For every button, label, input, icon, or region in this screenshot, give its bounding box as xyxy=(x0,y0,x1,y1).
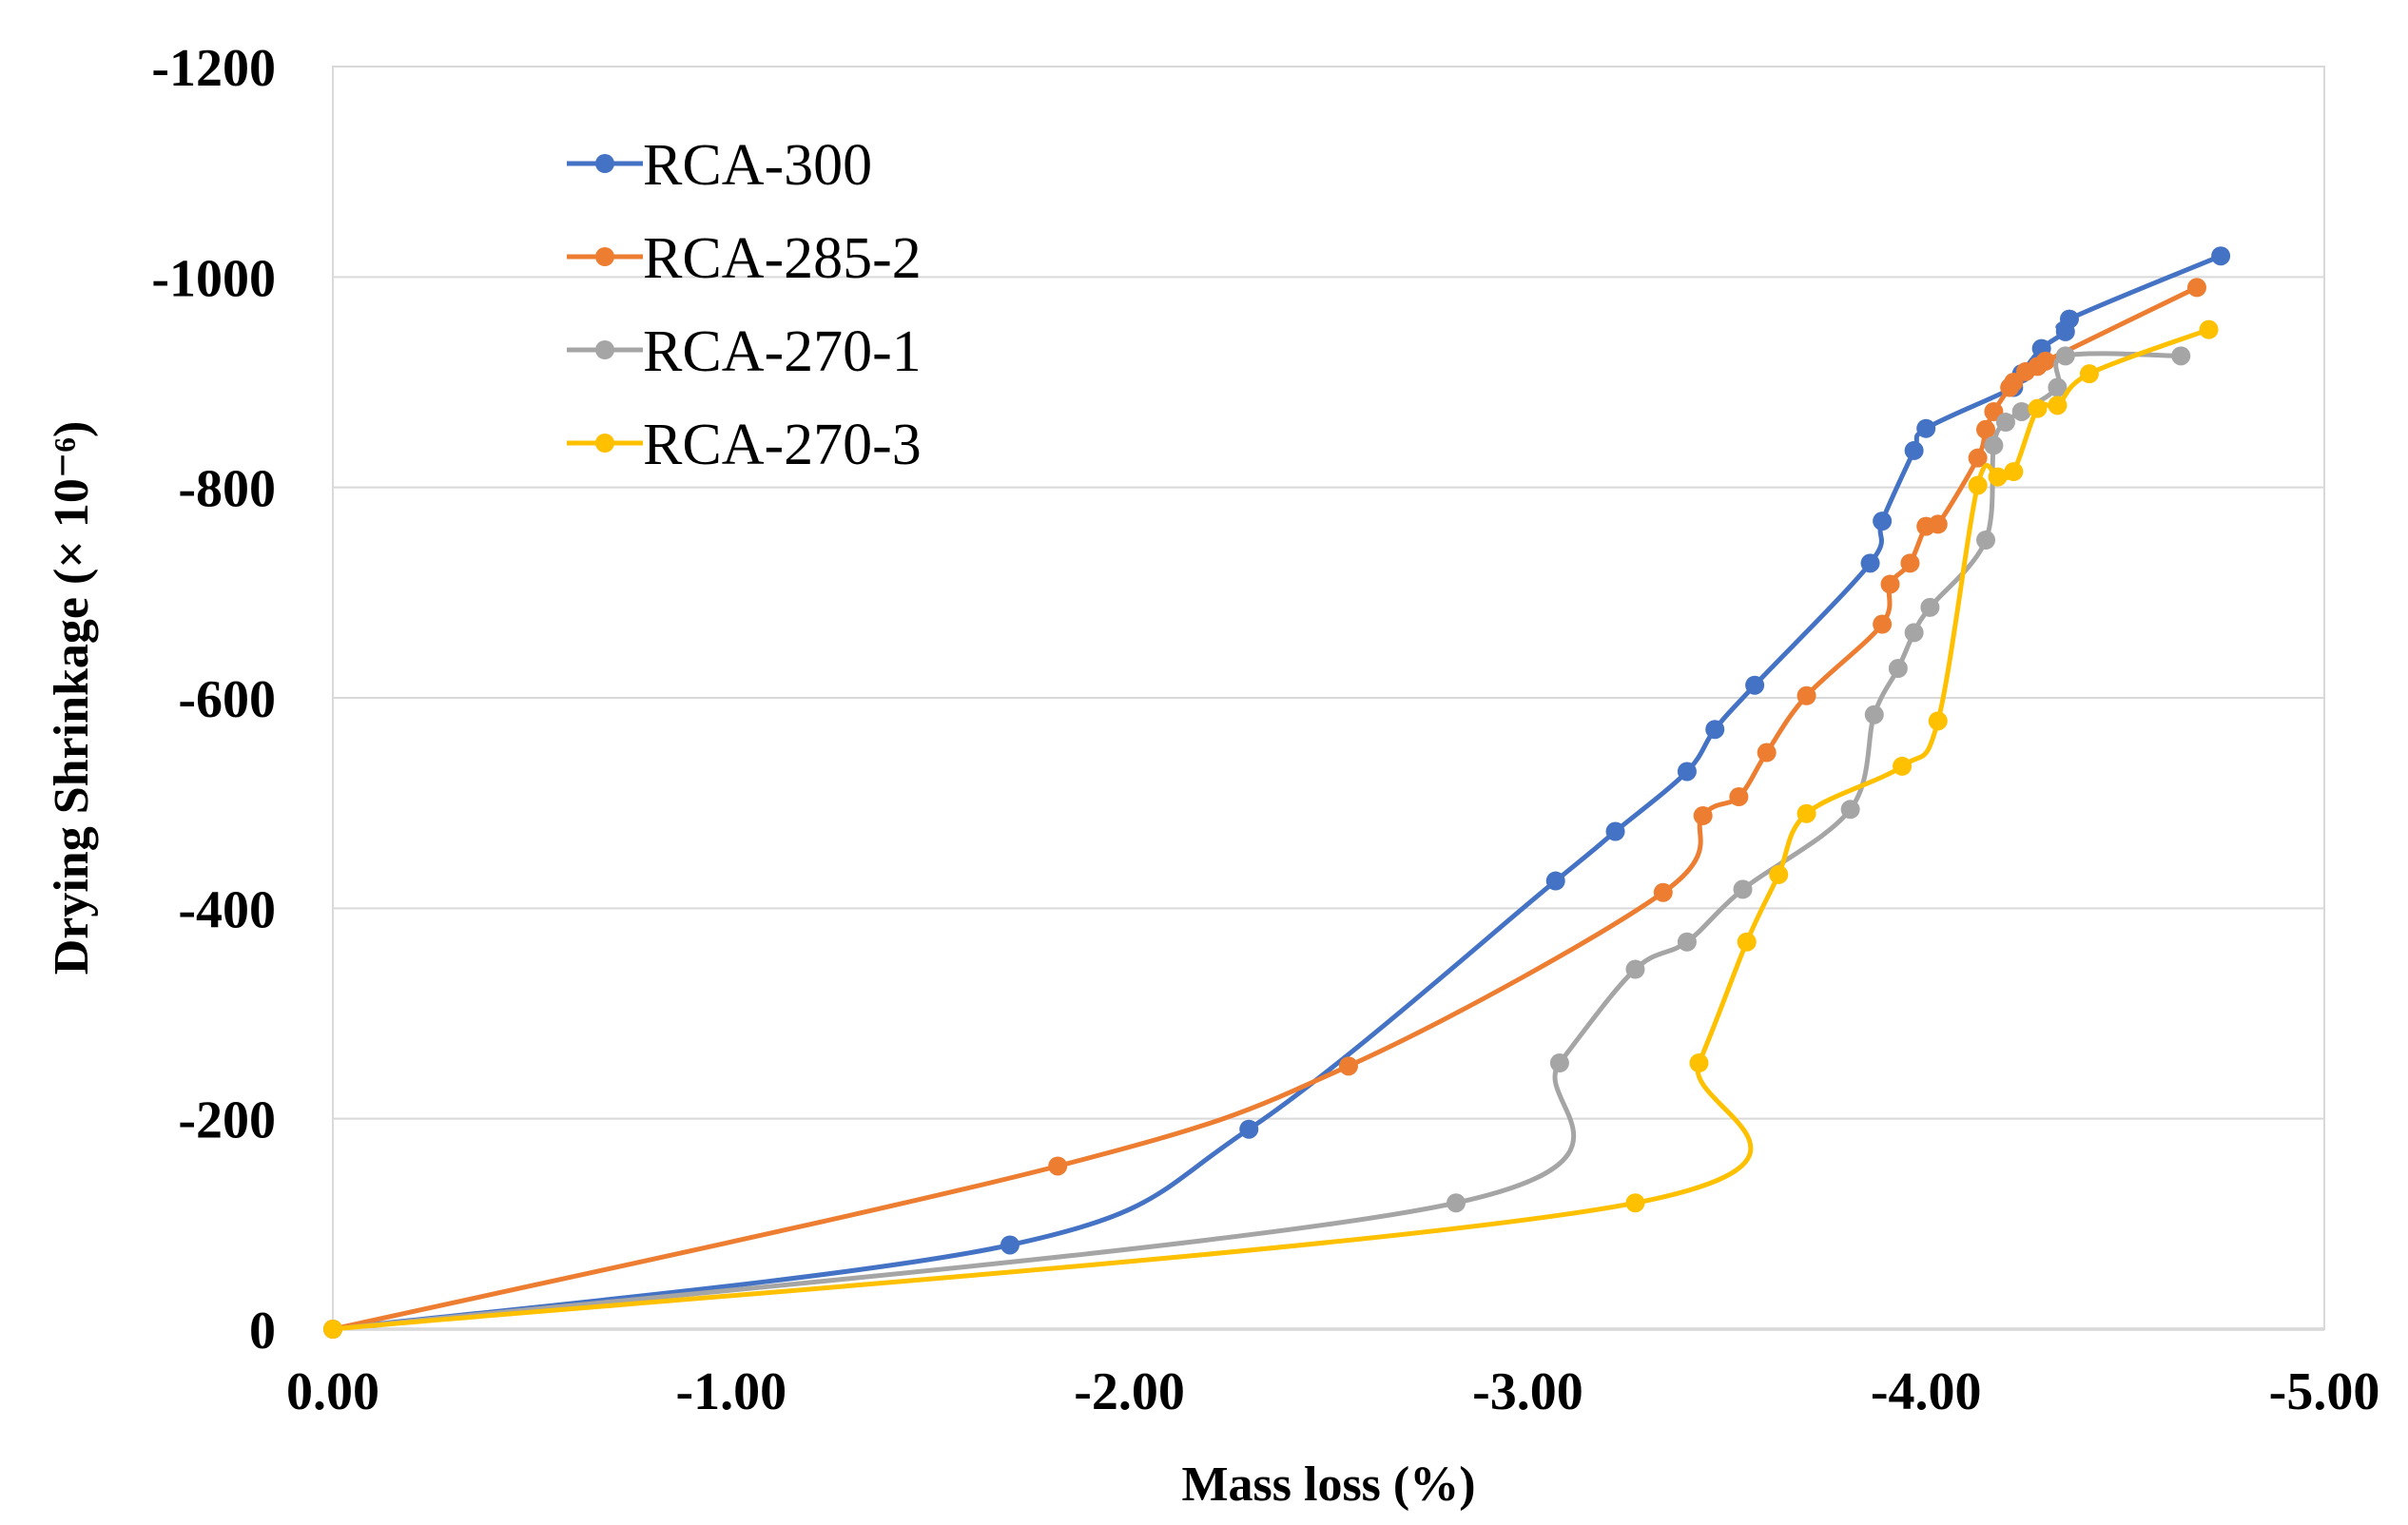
legend-item-rca-270-3: RCA-270-3 xyxy=(567,413,922,477)
y-tick-label: -1000 xyxy=(151,249,276,308)
data-point-rca-270-1 xyxy=(2011,401,2031,421)
data-point-rca-270-1 xyxy=(2171,346,2191,366)
y-tick-label: -200 xyxy=(178,1091,276,1150)
y-tick-label: -800 xyxy=(178,460,276,519)
legend-item-rca-270-1: RCA-270-1 xyxy=(567,319,922,384)
y-tick-label: 0 xyxy=(249,1302,276,1361)
data-point-rca-270-1 xyxy=(2048,377,2068,397)
legend-label-rca-300: RCA-300 xyxy=(643,133,872,198)
legend: RCA-300 RCA-285-2 RCA-270-1 RCA-270-3 xyxy=(567,133,922,477)
data-point-rca-270-1 xyxy=(1733,879,1753,899)
data-point-rca-270-1 xyxy=(1904,623,1924,643)
y-tick-label: -400 xyxy=(178,880,276,939)
x-tick-label: 0.00 xyxy=(286,1362,379,1421)
x-tick-label: -3.00 xyxy=(1472,1362,1583,1421)
data-point-rca-285-2 xyxy=(1757,743,1777,762)
data-point-rca-270-1 xyxy=(1625,959,1645,979)
x-tick-label: -1.00 xyxy=(675,1362,786,1421)
data-point-rca-270-3 xyxy=(1796,803,1816,823)
legend-item-rca-300: RCA-300 xyxy=(567,133,872,198)
data-point-rca-300 xyxy=(1916,418,1936,438)
data-point-rca-270-3 xyxy=(1737,932,1757,952)
legend-marker-rca-270-1 xyxy=(595,340,614,359)
data-point-rca-270-3 xyxy=(1769,864,1789,884)
data-point-rca-270-1 xyxy=(1549,1053,1569,1073)
data-point-rca-270-3 xyxy=(2004,462,2024,482)
data-point-rca-270-3 xyxy=(1893,756,1913,776)
plot-area-frame xyxy=(332,66,2325,1330)
data-point-rca-270-3 xyxy=(2048,396,2068,415)
data-point-rca-270-1 xyxy=(1864,705,1884,724)
series-rca-270-1 xyxy=(323,346,2191,1339)
x-axis-title: Mass loss (%) xyxy=(1181,1457,1475,1512)
data-point-rca-285-2 xyxy=(1928,514,1948,534)
data-point-rca-300 xyxy=(1860,553,1880,573)
data-point-rca-300 xyxy=(2059,309,2079,329)
data-point-rca-270-1 xyxy=(1920,597,1940,617)
data-point-rca-300 xyxy=(1000,1235,1020,1255)
data-point-rca-270-1 xyxy=(1995,413,2015,433)
data-point-rca-300 xyxy=(1904,440,1924,460)
data-point-rca-285-2 xyxy=(1653,882,1673,902)
data-point-rca-285-2 xyxy=(1729,787,1749,807)
legend-marker-rca-270-3 xyxy=(595,434,614,453)
y-axis-tick-labels: 0 -200 -400 -600 -800 -1000 -1200 xyxy=(151,39,276,1361)
data-point-rca-300 xyxy=(1873,512,1893,531)
series-layer xyxy=(323,246,2231,1339)
data-point-rca-270-1 xyxy=(2055,346,2075,366)
x-axis-tick-labels: 0.00 -1.00 -2.00 -3.00 -4.00 -5.00 xyxy=(286,1362,2379,1421)
data-point-rca-285-2 xyxy=(1048,1156,1068,1176)
y-tick-label: -1200 xyxy=(151,39,276,98)
data-point-rca-300 xyxy=(1605,821,1625,841)
legend-label-rca-270-1: RCA-270-1 xyxy=(643,319,922,384)
data-point-rca-285-2 xyxy=(1968,448,1988,468)
data-point-rca-300 xyxy=(1705,720,1725,740)
data-point-rca-285-2 xyxy=(1976,419,1996,439)
data-point-rca-270-3 xyxy=(2028,398,2048,418)
series-rca-285-2 xyxy=(323,278,2206,1339)
data-point-rca-270-3 xyxy=(1988,467,2008,487)
data-point-rca-300 xyxy=(1239,1119,1259,1139)
data-point-rca-270-1 xyxy=(1976,531,1996,550)
data-point-rca-300 xyxy=(2211,246,2231,266)
data-point-rca-285-2 xyxy=(1880,574,1900,594)
data-point-rca-270-3 xyxy=(1625,1193,1645,1213)
legend-item-rca-285-2: RCA-285-2 xyxy=(567,226,922,291)
x-tick-label: -2.00 xyxy=(1074,1362,1185,1421)
data-point-rca-300 xyxy=(1677,762,1697,782)
x-tick-label: -5.00 xyxy=(2269,1362,2380,1421)
data-point-rca-270-1 xyxy=(1984,435,2004,455)
data-point-rca-285-2 xyxy=(2186,278,2206,298)
data-point-rca-270-3 xyxy=(1968,475,1988,495)
data-point-rca-270-3 xyxy=(2199,319,2219,339)
data-point-rca-270-3 xyxy=(323,1320,342,1339)
data-point-rca-270-3 xyxy=(2079,364,2099,384)
data-point-rca-300 xyxy=(1545,871,1565,891)
data-point-rca-285-2 xyxy=(1796,685,1816,705)
data-point-rca-285-2 xyxy=(1693,805,1713,825)
data-point-rca-270-1 xyxy=(1447,1193,1466,1213)
data-point-rca-285-2 xyxy=(2035,351,2055,371)
data-point-rca-285-2 xyxy=(1338,1056,1358,1076)
data-point-rca-285-2 xyxy=(1900,553,1920,573)
legend-marker-rca-285-2 xyxy=(595,247,614,266)
data-point-rca-270-1 xyxy=(1677,932,1697,952)
data-point-rca-270-1 xyxy=(1840,800,1860,820)
legend-label-rca-285-2: RCA-285-2 xyxy=(643,226,922,291)
legend-marker-rca-300 xyxy=(595,154,614,173)
legend-label-rca-270-3: RCA-270-3 xyxy=(643,413,922,477)
y-tick-label: -600 xyxy=(178,670,276,729)
data-point-rca-270-1 xyxy=(1888,659,1908,679)
data-point-rca-270-3 xyxy=(1928,711,1948,731)
series-rca-270-3 xyxy=(323,319,2219,1339)
y-axis-title: Drying Shrinkage (× 10⁻⁶) xyxy=(45,421,99,975)
data-point-rca-285-2 xyxy=(1873,614,1893,634)
x-tick-label: -4.00 xyxy=(1871,1362,1982,1421)
data-point-rca-300 xyxy=(1745,675,1765,695)
data-point-rca-270-3 xyxy=(1689,1053,1709,1073)
